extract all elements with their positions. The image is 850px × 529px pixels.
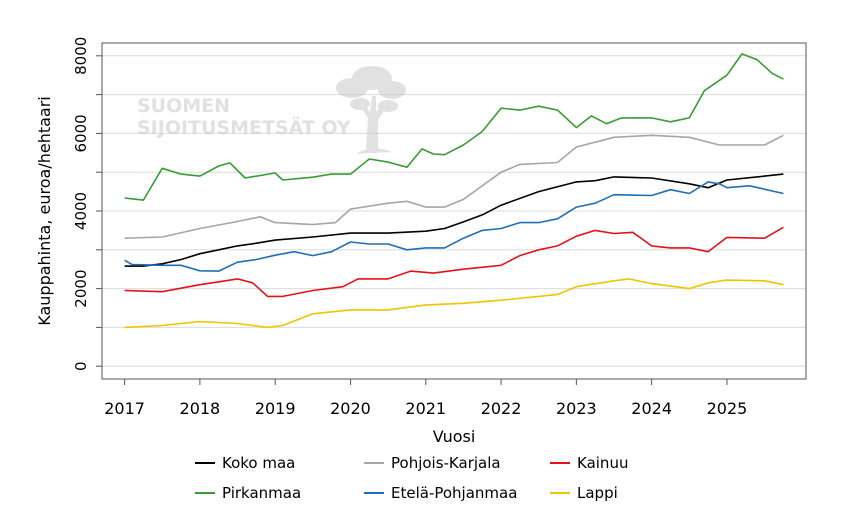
y-tick-label: 4000 xyxy=(72,192,90,230)
legend-label: Etelä-Pohjanmaa xyxy=(391,484,517,502)
series-line-pohjois-karjala xyxy=(124,134,784,239)
y-axis: 0 2000 4000 6000 8000 xyxy=(72,37,102,371)
y-tick-label: 6000 xyxy=(72,114,90,152)
series-line-koko-maa xyxy=(124,173,784,267)
x-axis: 2017 2018 2019 2020 2021 2022 2023 2024 2025 xyxy=(104,379,747,418)
legend-label: Pohjois-Karjala xyxy=(391,454,501,472)
series-line-etel-pohjanmaa xyxy=(124,181,784,272)
x-tick-label: 2025 xyxy=(707,399,748,418)
legend-item: Kainuu xyxy=(550,454,628,472)
x-tick-label: 2018 xyxy=(180,399,221,418)
legend-item: Pirkanmaa xyxy=(195,484,301,502)
legend-item: Koko maa xyxy=(195,454,295,472)
watermark: SUOMEN SIJOITUSMETSÄT OY xyxy=(137,66,406,154)
x-tick-label: 2017 xyxy=(104,399,145,418)
x-tick-label: 2022 xyxy=(481,399,522,418)
y-tick-label: 0 xyxy=(72,361,90,371)
x-tick-label: 2024 xyxy=(631,399,672,418)
series-line-lappi xyxy=(124,278,784,329)
legend-label: Kainuu xyxy=(577,454,628,472)
x-tick-label: 2021 xyxy=(405,399,446,418)
x-tick-label: 2023 xyxy=(556,399,597,418)
legend: Koko maa Pohjois-Karjala Kainuu Pirkanmaa Et… xyxy=(195,454,628,502)
x-axis-label: Vuosi xyxy=(433,427,476,446)
y-tick-label: 8000 xyxy=(72,37,90,75)
watermark-line1: SUOMEN xyxy=(137,95,230,117)
x-tick-label: 2019 xyxy=(255,399,296,418)
legend-item: Pohjois-Karjala xyxy=(364,454,501,472)
series-line-kainuu xyxy=(124,226,784,298)
legend-label: Pirkanmaa xyxy=(222,484,301,502)
legend-item: Etelä-Pohjanmaa xyxy=(364,484,517,502)
x-tick-label: 2020 xyxy=(330,399,371,418)
legend-item: Lappi xyxy=(550,484,618,502)
legend-label: Koko maa xyxy=(222,454,295,472)
series-lines xyxy=(124,53,784,329)
legend-label: Lappi xyxy=(577,484,618,502)
series-line-pirkanmaa xyxy=(124,53,784,201)
tree-logo xyxy=(336,66,406,154)
y-axis-label: Kauppahinta, euroa/hehtaari xyxy=(35,96,54,325)
y-tick-label: 2000 xyxy=(72,270,90,308)
watermark-line2: SIJOITUSMETSÄT OY xyxy=(137,115,351,139)
